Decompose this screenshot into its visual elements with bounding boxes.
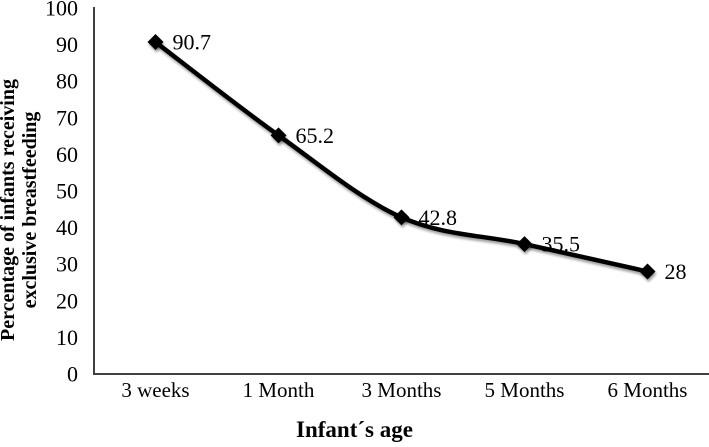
y-axis-title: Percentage of infants receiving exclusiv… [0,60,43,360]
x-axis-title: Infant´s age [296,417,413,442]
data-point-marker [393,209,410,226]
x-tick-label: 1 Month [243,378,315,402]
y-tick-label: 60 [56,142,78,167]
y-axis-title-line1: Percentage of infants receiving [0,79,19,341]
data-point-marker [639,263,656,280]
data-point-label: 65.2 [296,123,335,148]
data-point-label: 35.5 [542,232,581,257]
data-point-label: 42.8 [419,205,458,230]
y-tick-label: 20 [56,288,78,313]
x-tick-label: 3 Months [362,378,442,402]
data-point-label: 28 [665,259,687,284]
y-tick-label: 30 [56,252,78,277]
data-point-label: 90.7 [173,30,212,55]
x-tick-label: 3 weeks [121,378,189,402]
y-tick-label: 70 [56,105,78,130]
y-tick-label: 0 [67,362,78,387]
y-tick-label: 10 [56,325,78,350]
y-tick-label: 80 [56,69,78,94]
y-tick-label: 50 [56,179,78,204]
data-point-marker [270,127,287,144]
y-axis-title-line2: exclusive breastfeeding [19,111,41,309]
x-tick-label: 6 Months [608,378,688,402]
x-tick-label: 5 Months [485,378,565,402]
y-tick-label: 40 [56,215,78,240]
y-tick-label: 100 [45,0,78,21]
data-point-marker [516,236,533,253]
y-tick-label: 90 [56,32,78,57]
data-point-marker [147,34,164,51]
